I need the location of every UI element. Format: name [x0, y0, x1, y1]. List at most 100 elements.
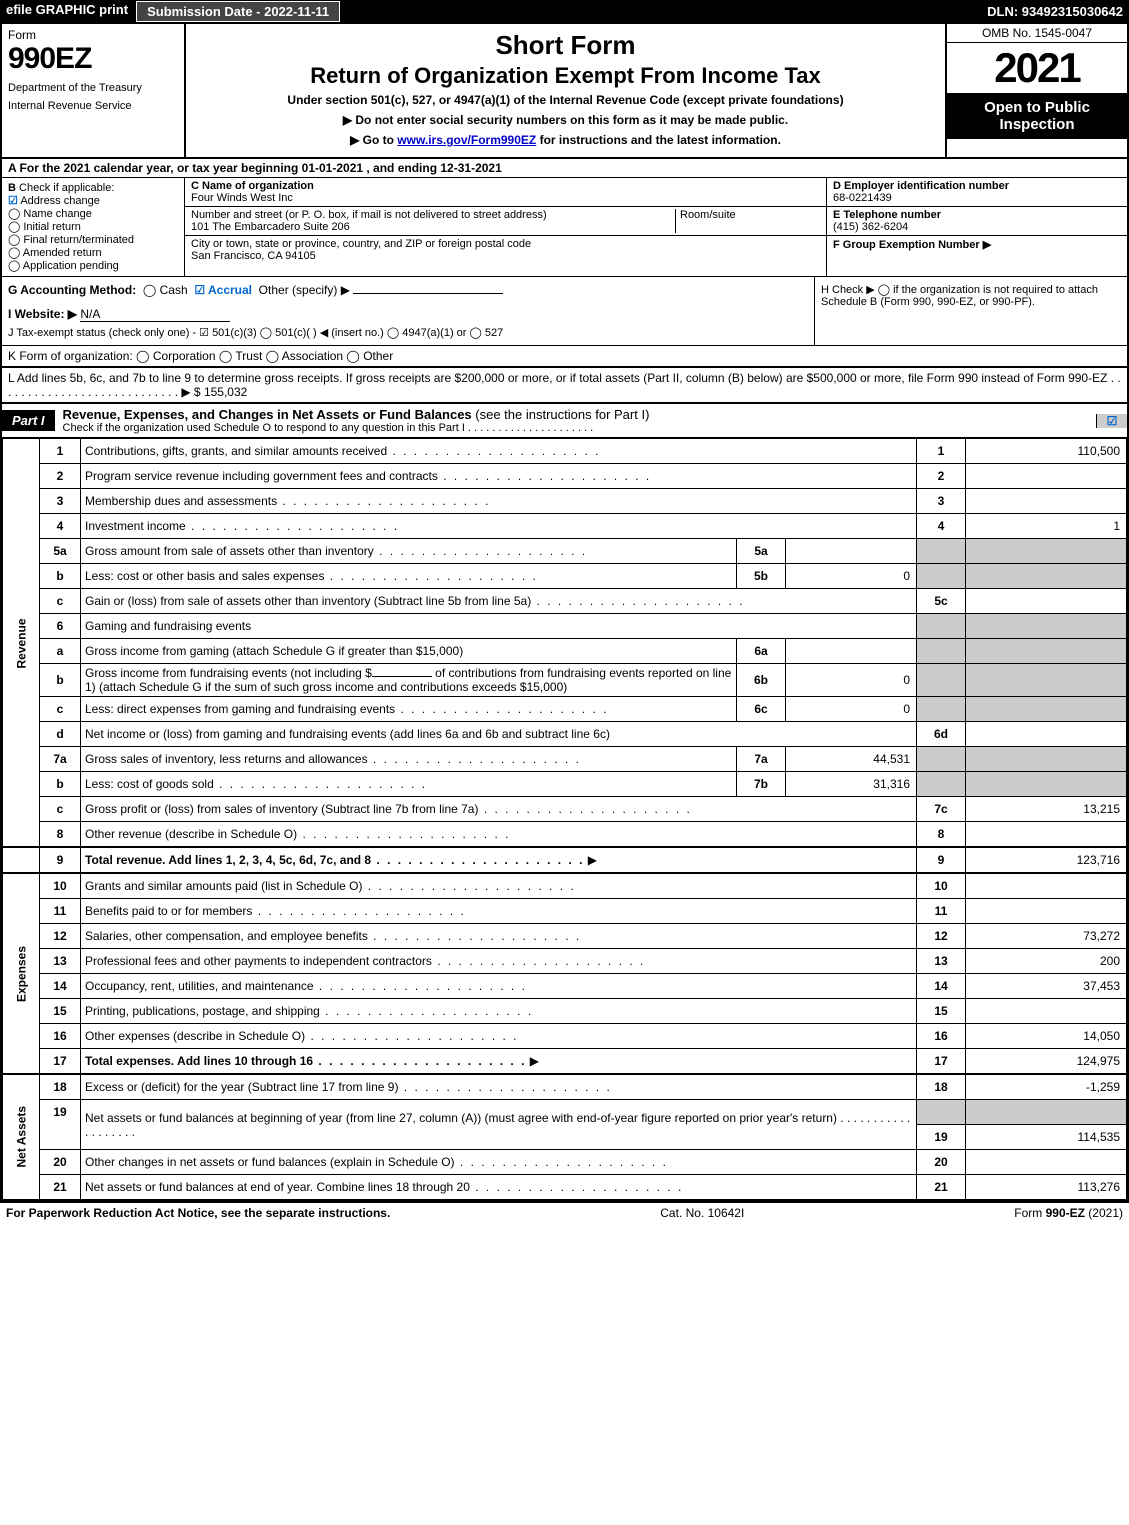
ln5a-desc: Gross amount from sale of assets other t… [85, 544, 587, 558]
ln5c-val [966, 589, 1127, 614]
part-1-title: Revenue, Expenses, and Changes in Net As… [55, 404, 1096, 437]
dln-label: DLN: 93492315030642 [987, 4, 1129, 19]
chk-name-change-icon[interactable]: ◯ [8, 208, 20, 220]
ln4-val: 1 [966, 514, 1127, 539]
open-inspection: Open to Public Inspection [947, 93, 1127, 139]
revenue-label: Revenue [3, 439, 40, 848]
ln16-val: 14,050 [966, 1024, 1127, 1049]
g-other: Other (specify) ▶ [259, 283, 350, 297]
ln15-desc: Printing, publications, postage, and shi… [85, 1004, 533, 1018]
d-ein-value: 68-0221439 [833, 192, 1121, 204]
ln15-num: 15 [40, 999, 81, 1024]
ln6b-blank[interactable] [372, 676, 432, 677]
form-number: 990EZ [8, 42, 178, 76]
ln3-r: 3 [917, 489, 966, 514]
room-suite-label: Room/suite [675, 209, 820, 233]
footer-left: For Paperwork Reduction Act Notice, see … [6, 1206, 390, 1220]
ln7c-val: 13,215 [966, 797, 1127, 822]
efile-label: efile GRAPHIC print [0, 0, 134, 23]
ln20-r: 20 [917, 1150, 966, 1175]
ln4-desc: Investment income [85, 519, 399, 533]
chk-amended-return-icon[interactable]: ◯ [8, 247, 20, 259]
ln5a-rshade [917, 539, 966, 564]
ln20-desc: Other changes in net assets or fund bala… [85, 1155, 668, 1169]
ln6-num: 6 [40, 614, 81, 639]
row-l: L Add lines 5b, 6c, and 7b to line 9 to … [2, 368, 1127, 404]
ln6c-rshade [917, 697, 966, 722]
goto-line: ▶ Go to www.irs.gov/Form990EZ for instru… [196, 133, 935, 147]
ln6-desc: Gaming and fundraising events [85, 619, 251, 633]
irs-link[interactable]: www.irs.gov/Form990EZ [397, 133, 536, 147]
ln9-r: 9 [917, 847, 966, 873]
netassets-label: Net Assets [3, 1074, 40, 1200]
chk-app-pending-icon[interactable]: ◯ [8, 260, 20, 272]
ln5a-m: 5a [737, 539, 786, 564]
ln11-r: 11 [917, 899, 966, 924]
ln5c-desc: Gain or (loss) from sale of assets other… [85, 594, 745, 608]
ln6d-val [966, 722, 1127, 747]
ln8-desc: Other revenue (describe in Schedule O) [85, 827, 510, 841]
ln7c-num: c [40, 797, 81, 822]
ln6-rshade [917, 614, 966, 639]
website-value: N/A [80, 307, 230, 322]
ln7c-r: 7c [917, 797, 966, 822]
ln7b-m: 7b [737, 772, 786, 797]
ln20-val [966, 1150, 1127, 1175]
tax-year: 2021 [947, 43, 1127, 93]
ln7a-rshade [917, 747, 966, 772]
ln8-val [966, 822, 1127, 848]
ln6c-num: c [40, 697, 81, 722]
g-accrual[interactable]: ☑ Accrual [194, 283, 252, 297]
chk-initial-return-icon[interactable]: ◯ [8, 221, 20, 233]
g-other-input[interactable] [353, 293, 503, 294]
ln7b-vshade [966, 772, 1127, 797]
ln6d-r: 6d [917, 722, 966, 747]
chk-app-pending: Application pending [23, 260, 119, 272]
ln7a-mv: 44,531 [786, 747, 917, 772]
section-b-to-f: B Check if applicable: ☑ Address change … [2, 178, 1127, 277]
ln1-val: 110,500 [966, 439, 1127, 464]
ln13-desc: Professional fees and other payments to … [85, 954, 645, 968]
ln7a-vshade [966, 747, 1127, 772]
page-footer: For Paperwork Reduction Act Notice, see … [0, 1202, 1129, 1223]
chk-final-return: Final return/terminated [23, 234, 134, 246]
ln1-r: 1 [917, 439, 966, 464]
ln14-num: 14 [40, 974, 81, 999]
chk-name-change: Name change [23, 208, 92, 220]
ln6c-m: 6c [737, 697, 786, 722]
ln19-desc: Net assets or fund balances at beginning… [85, 1111, 837, 1125]
ln6a-vshade [966, 639, 1127, 664]
submission-date-button[interactable]: Submission Date - 2022-11-11 [136, 1, 340, 22]
ln21-desc: Net assets or fund balances at end of ye… [85, 1180, 683, 1194]
ln21-num: 21 [40, 1175, 81, 1200]
ln12-num: 12 [40, 924, 81, 949]
ln3-num: 3 [40, 489, 81, 514]
form-word: Form [8, 28, 178, 42]
part-1-title-main: Revenue, Expenses, and Changes in Net As… [63, 407, 472, 422]
ln5a-num: 5a [40, 539, 81, 564]
g-cash[interactable]: ◯ Cash [143, 283, 188, 297]
ln17-val: 124,975 [966, 1049, 1127, 1075]
ln17-r: 17 [917, 1049, 966, 1075]
chk-address-change-icon[interactable]: ☑ [8, 195, 18, 207]
ln17-num: 17 [40, 1049, 81, 1075]
ln6a-mv [786, 639, 917, 664]
ln16-num: 16 [40, 1024, 81, 1049]
ln12-r: 12 [917, 924, 966, 949]
header-left: Form 990EZ Department of the Treasury In… [2, 24, 186, 157]
ln6b-m: 6b [737, 664, 786, 697]
ln15-r: 15 [917, 999, 966, 1024]
ln9-desc: Total revenue. Add lines 1, 2, 3, 4, 5c,… [85, 853, 584, 867]
ln13-val: 200 [966, 949, 1127, 974]
chk-final-return-icon[interactable]: ◯ [8, 234, 20, 246]
header-center: Short Form Return of Organization Exempt… [186, 24, 945, 157]
goto-pre: ▶ Go to [350, 133, 397, 147]
part-1-checkbox[interactable]: ☑ [1107, 414, 1118, 428]
ln21-val: 113,276 [966, 1175, 1127, 1200]
subtitle: Under section 501(c), 527, or 4947(a)(1)… [196, 93, 935, 107]
ln16-desc: Other expenses (describe in Schedule O) [85, 1029, 518, 1043]
part-1-title-paren: (see the instructions for Part I) [472, 407, 650, 422]
ln16-r: 16 [917, 1024, 966, 1049]
ln9-val: 123,716 [966, 847, 1127, 873]
ln12-desc: Salaries, other compensation, and employ… [85, 929, 581, 943]
